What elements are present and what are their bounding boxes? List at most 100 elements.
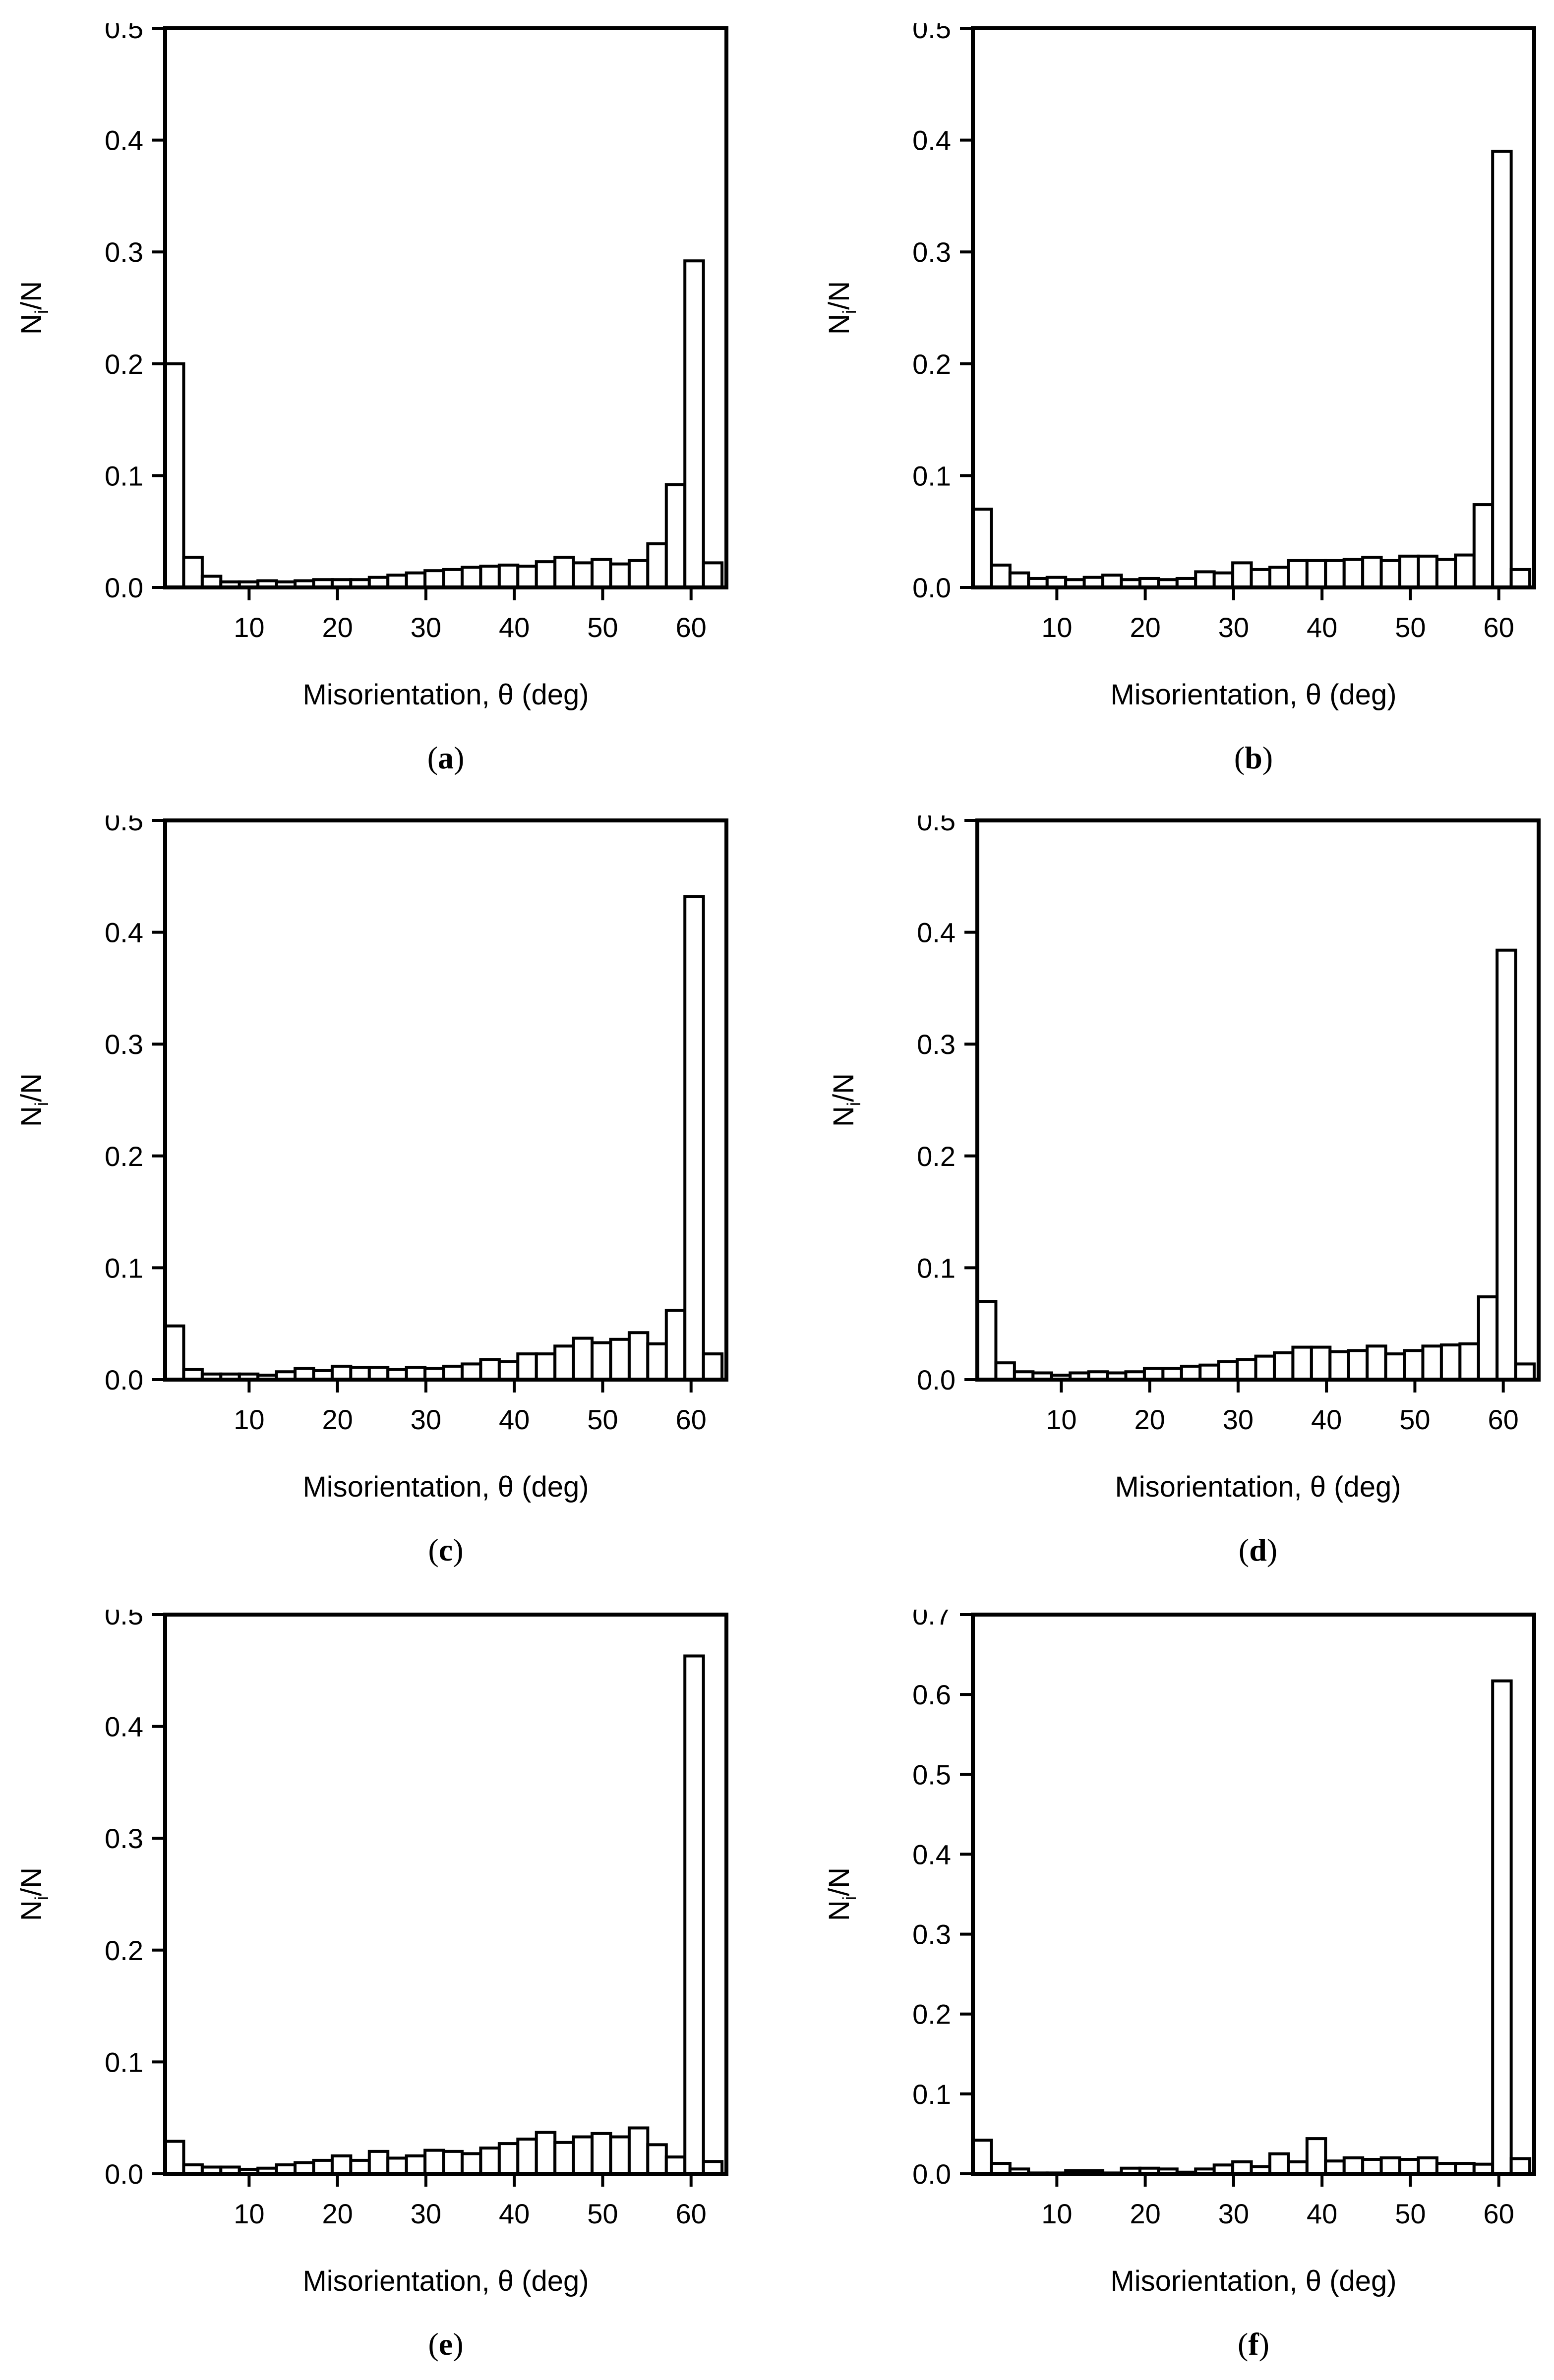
y-axis-title-subscript: i	[32, 310, 53, 314]
x-axis: 10 20 30 40 50 60	[234, 1380, 707, 1435]
bar	[164, 1324, 185, 1382]
bar	[609, 562, 631, 589]
bar	[572, 1336, 594, 1381]
y-axis-title-rest: /N	[15, 1867, 48, 1896]
panel-a: 0.0 0.1 0.2 0.3 0.4 0.5 10 20 30 40 50 60 Misorienta…	[1, 23, 756, 776]
bars	[971, 150, 1532, 589]
bar	[460, 2152, 482, 2175]
y-tick-label: 0.5	[912, 1759, 951, 1790]
bar	[516, 2138, 538, 2175]
y-tick-label: 0.1	[105, 460, 143, 491]
bar	[1236, 1358, 1257, 1381]
panel-caption: (e)	[428, 2326, 463, 2362]
bar	[1008, 571, 1030, 589]
y-axis-title-rest: /N	[823, 281, 855, 310]
bars	[971, 1679, 1532, 2176]
bar	[405, 571, 427, 589]
x-tick-label: 60	[1488, 1404, 1519, 1435]
bar	[386, 2156, 408, 2176]
caption-letter: b	[1245, 740, 1262, 775]
y-axis-title: Ni/N	[828, 1073, 865, 1127]
x-axis-title: Misorientation, θ (deg)	[302, 2265, 589, 2297]
y-tick-label: 0.2	[917, 1141, 956, 1172]
bar	[609, 2135, 631, 2175]
bar	[1421, 1344, 1443, 1381]
bar	[976, 1300, 998, 1382]
x-tick-label: 60	[676, 1404, 707, 1435]
bar	[591, 2132, 612, 2176]
bar	[1180, 1364, 1202, 1381]
bar	[1366, 1344, 1387, 1381]
bar	[1384, 1352, 1406, 1382]
caption-letter: a	[438, 740, 454, 775]
y-axis-title-subscript: i	[844, 1102, 865, 1106]
bar	[1398, 554, 1420, 589]
x-tick-label: 50	[1399, 1404, 1430, 1435]
panel-caption: (c)	[428, 1532, 463, 1567]
bar	[971, 508, 993, 589]
x-tick-label: 10	[1046, 1404, 1076, 1435]
panel-b: 0.0 0.1 0.2 0.3 0.4 0.5 10 20 30 40 50 60 Misorienta…	[809, 23, 1554, 776]
bar	[1398, 2157, 1420, 2175]
bar	[553, 2141, 575, 2176]
y-axis-title: Ni/N	[823, 281, 860, 335]
bar	[1324, 559, 1346, 589]
bar	[1268, 2152, 1290, 2175]
caption-close: )	[454, 740, 464, 775]
caption-open: (	[427, 740, 438, 775]
y-tick-label: 0.3	[912, 236, 951, 268]
bar	[572, 2135, 594, 2175]
y-axis-title-main: N	[15, 1106, 48, 1127]
bar	[994, 1361, 1016, 1382]
x-tick-label: 10	[234, 612, 264, 643]
y-axis-title-main: N	[15, 314, 48, 335]
y-axis-title-subscript: i	[32, 1102, 53, 1106]
y-tick-label: 0.3	[912, 1919, 951, 1950]
x-axis: 10 20 30 40 50 60	[234, 2174, 707, 2229]
y-axis: 0.0 0.1 0.2 0.3 0.4 0.5	[912, 23, 973, 603]
y-axis-title-subscript: i	[839, 310, 860, 314]
bar	[1272, 1351, 1295, 1381]
bar	[664, 1309, 687, 1381]
y-axis: 0.0 0.1 0.2 0.3 0.4 0.5 0.6 0.7	[912, 1610, 973, 2190]
x-tick-label: 50	[587, 1404, 618, 1435]
bar	[990, 563, 1012, 589]
y-tick-label: 0.4	[105, 917, 143, 948]
y-axis-title: Ni/N	[15, 281, 53, 335]
panel-e: 0.0 0.1 0.2 0.3 0.4 0.5 10 20 30 40 50 60 Misorienta…	[1, 1610, 756, 2362]
chart-svg: 0.0 0.1 0.2 0.3 0.4 0.5 10 20 30 40 50 60 Misorienta…	[828, 815, 1541, 1567]
bar	[664, 2155, 687, 2176]
y-tick-label: 0.0	[105, 572, 143, 603]
y-axis-title-rest: /N	[15, 1073, 48, 1102]
chart-svg: 0.0 0.1 0.2 0.3 0.4 0.5 10 20 30 40 50 60 Misorienta…	[15, 1610, 728, 2362]
bar	[553, 556, 575, 589]
bar	[535, 560, 557, 589]
bar	[609, 1337, 631, 1382]
y-tick-label: 0.2	[912, 1999, 951, 2030]
bars	[164, 895, 724, 1382]
x-axis: 10 20 30 40 50 60	[1046, 1380, 1519, 1435]
x-tick-label: 50	[1395, 612, 1426, 643]
y-axis-title: Ni/N	[15, 1867, 53, 1921]
caption-close: )	[1267, 1532, 1277, 1567]
caption-open: (	[428, 2326, 438, 2362]
bars	[164, 1654, 724, 2176]
caption-letter: f	[1248, 2326, 1259, 2362]
bar	[1379, 2156, 1402, 2176]
bar	[646, 2143, 668, 2175]
panel-d: 0.0 0.1 0.2 0.3 0.4 0.5 10 20 30 40 50 60 Misorienta…	[814, 815, 1554, 1568]
bar	[971, 2139, 993, 2175]
bar	[164, 2140, 185, 2176]
bar	[1417, 2156, 1438, 2176]
x-tick-label: 30	[411, 1404, 441, 1435]
y-tick-label: 0.2	[912, 348, 951, 380]
y-axis-title-main: N	[823, 314, 855, 335]
plot-frame	[163, 1613, 728, 2176]
x-tick-label: 40	[499, 612, 530, 643]
bar	[1291, 1345, 1313, 1382]
y-tick-label: 0.4	[912, 125, 951, 156]
bar	[497, 563, 520, 589]
x-tick-label: 20	[322, 2198, 353, 2229]
x-tick-label: 30	[411, 612, 441, 643]
bar	[1495, 948, 1517, 1382]
